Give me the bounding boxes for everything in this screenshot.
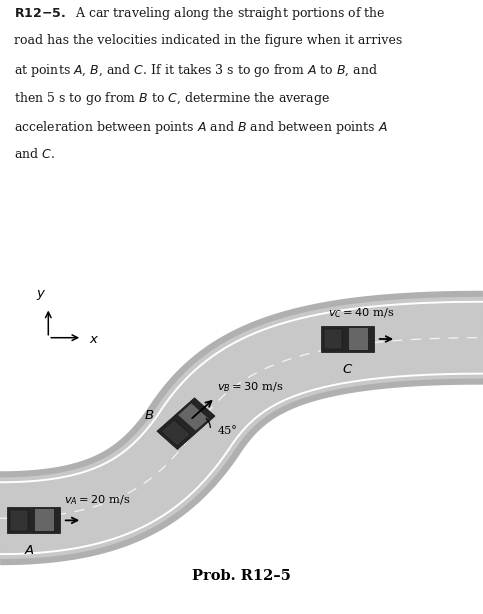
Text: and $C$.: and $C$. xyxy=(14,147,56,161)
Polygon shape xyxy=(0,297,483,559)
Polygon shape xyxy=(0,291,483,565)
Polygon shape xyxy=(324,328,342,349)
Polygon shape xyxy=(178,403,209,430)
Text: at points $A$, $B$, and $C$. If it takes 3 s to go from $A$ to $B$, and: at points $A$, $B$, and $C$. If it takes… xyxy=(14,62,379,79)
Text: $A$: $A$ xyxy=(24,544,34,557)
Text: Prob. R12–5: Prob. R12–5 xyxy=(192,569,291,583)
Text: $v_C = 40$ m/s: $v_C = 40$ m/s xyxy=(328,306,395,320)
Polygon shape xyxy=(321,326,374,352)
Text: $y$: $y$ xyxy=(36,289,46,303)
Text: road has the velocities indicated in the figure when it arrives: road has the velocities indicated in the… xyxy=(14,34,403,47)
Polygon shape xyxy=(7,507,60,533)
Text: 45°: 45° xyxy=(217,426,237,437)
Text: $\mathbf{R12{-}5.}$  A car traveling along the straight portions of the: $\mathbf{R12{-}5.}$ A car traveling alon… xyxy=(14,5,386,22)
Text: $C$: $C$ xyxy=(342,363,354,376)
Text: $v_B = 30$ m/s: $v_B = 30$ m/s xyxy=(217,381,284,394)
Polygon shape xyxy=(10,510,28,530)
Polygon shape xyxy=(349,328,368,350)
Text: then 5 s to go from $B$ to $C$, determine the average: then 5 s to go from $B$ to $C$, determin… xyxy=(14,90,331,107)
Text: $B$: $B$ xyxy=(144,408,155,422)
Polygon shape xyxy=(157,398,215,449)
Text: $x$: $x$ xyxy=(89,333,99,346)
Polygon shape xyxy=(161,420,190,446)
Polygon shape xyxy=(35,510,54,531)
Text: acceleration between points $A$ and $B$ and between points $A$: acceleration between points $A$ and $B$ … xyxy=(14,119,388,136)
Text: $v_A = 20$ m/s: $v_A = 20$ m/s xyxy=(64,494,130,507)
